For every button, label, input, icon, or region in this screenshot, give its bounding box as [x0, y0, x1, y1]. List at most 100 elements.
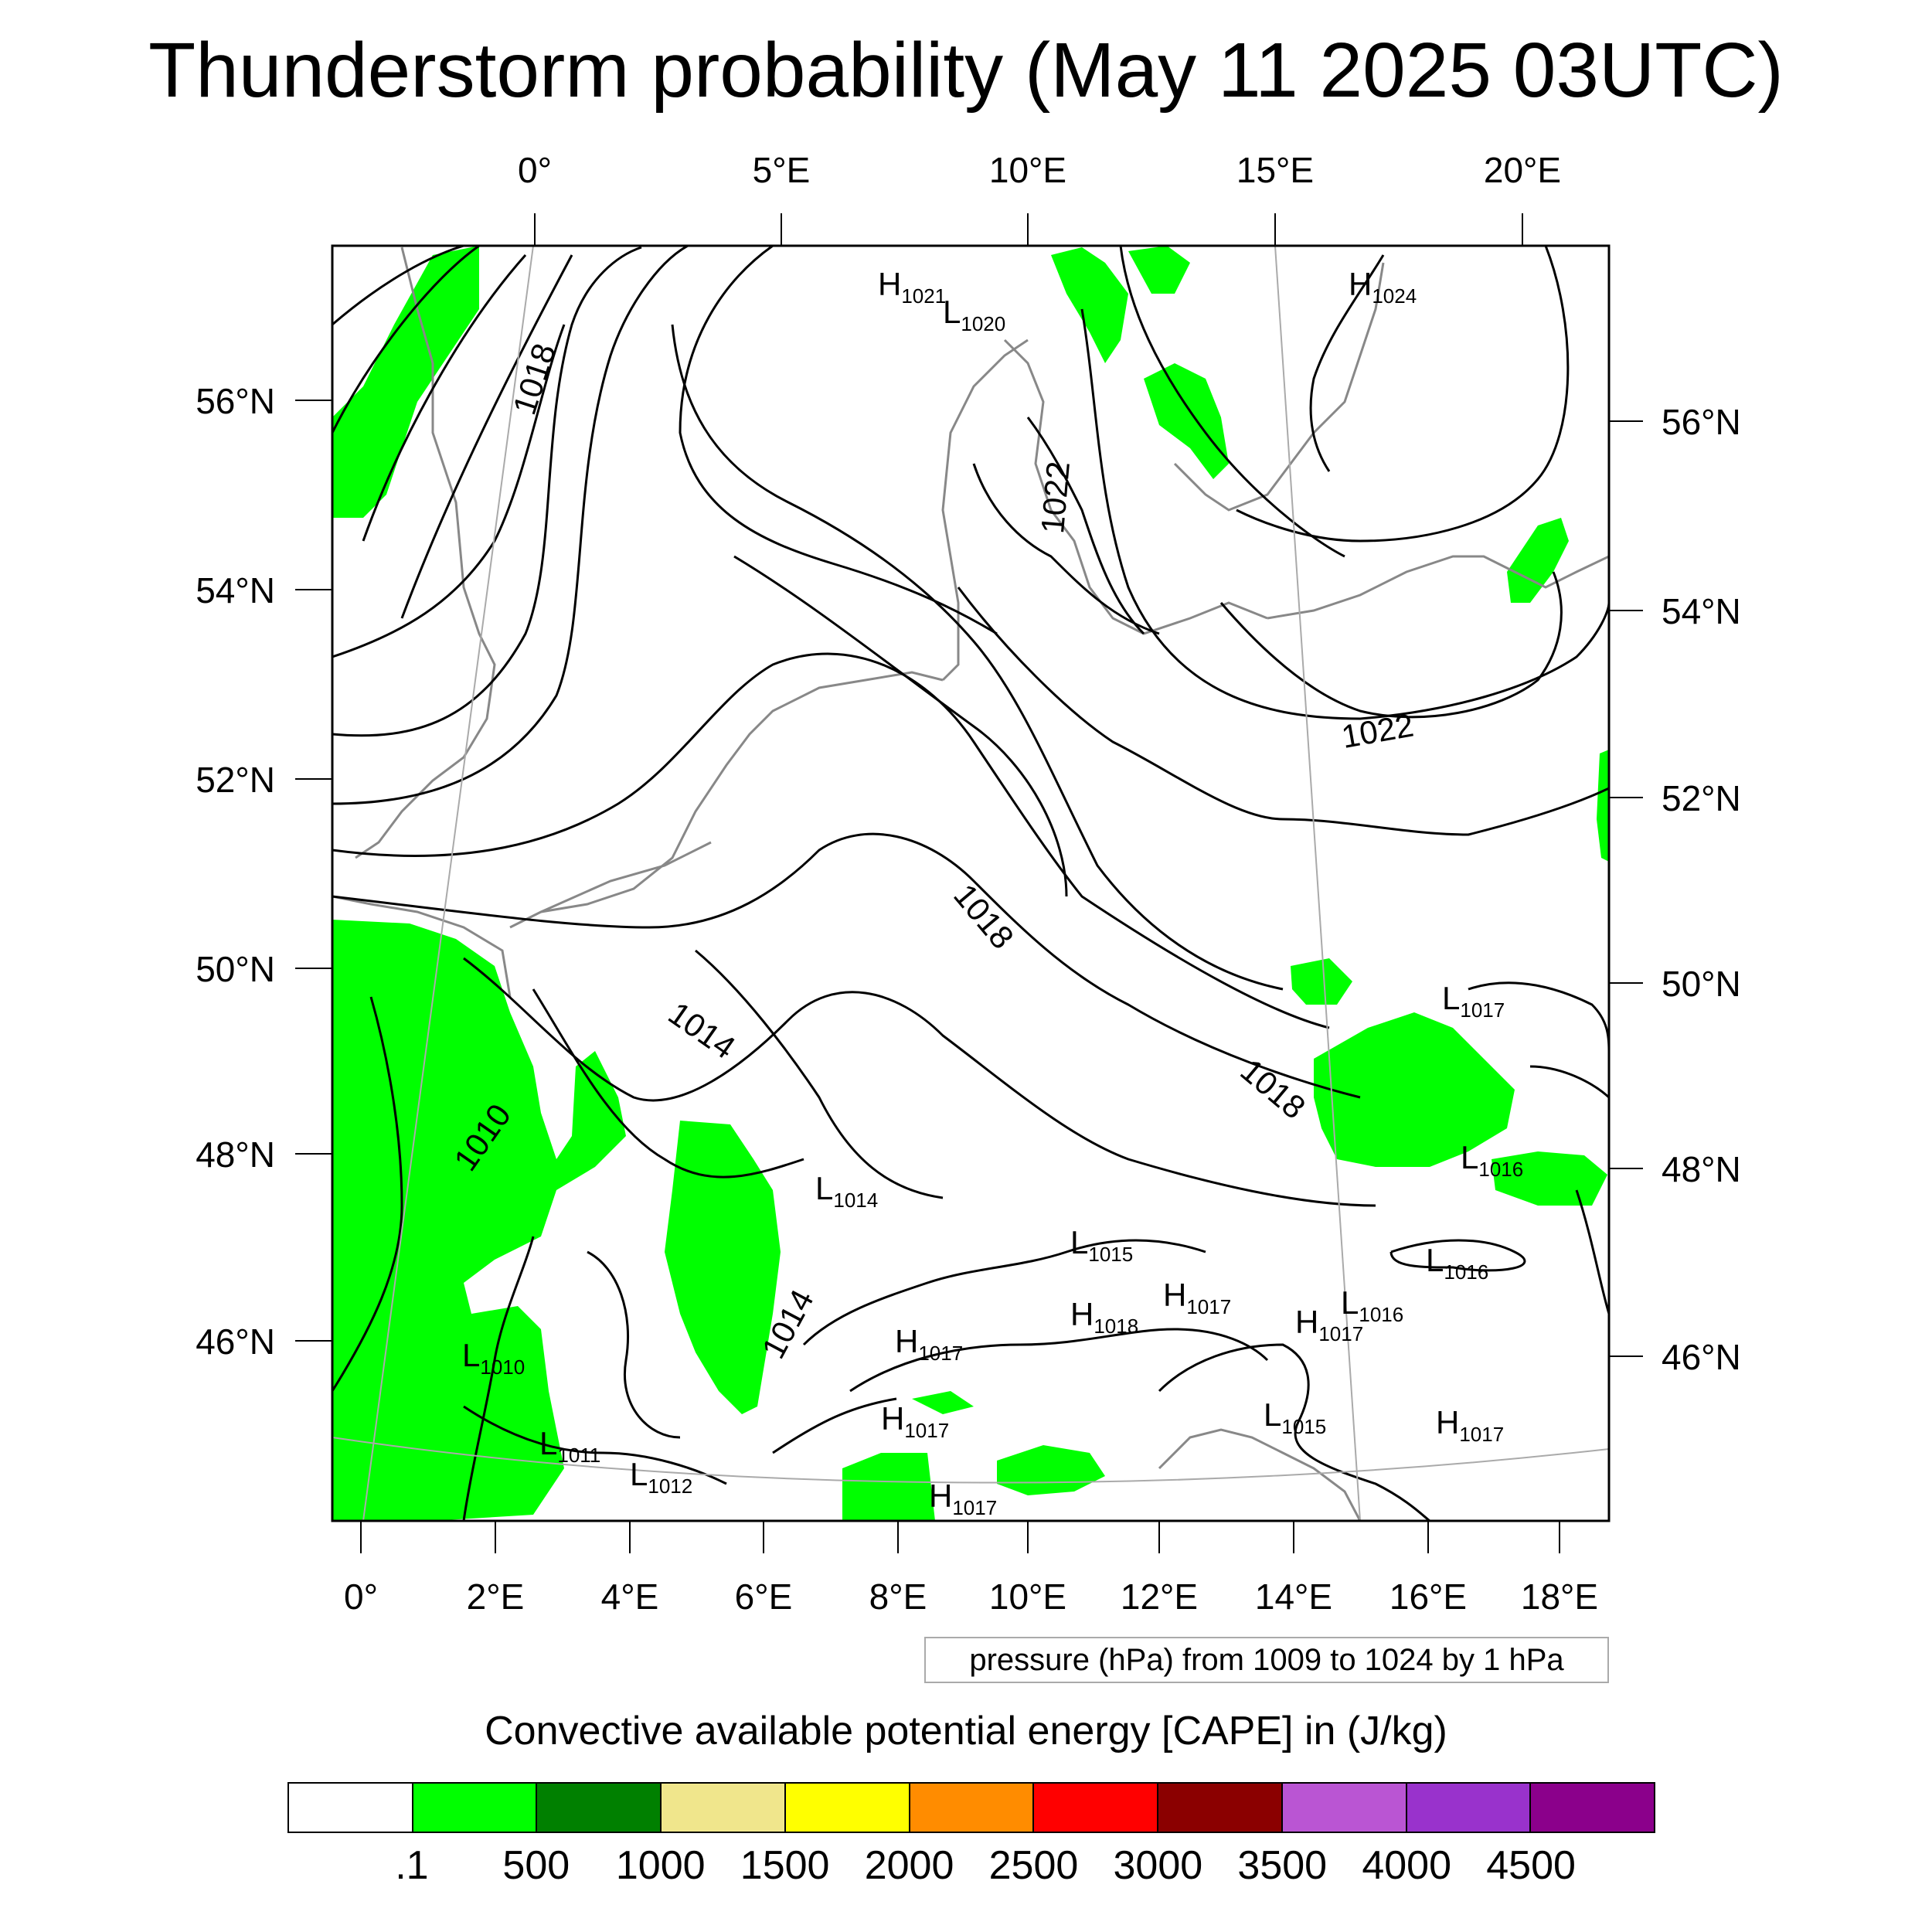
pressure-center: L1012 — [630, 1456, 692, 1498]
bottom-lon-labels: 0° 2°E 4°E 6°E 8°E 10°E 12°E 14°E 16°E 1… — [344, 1577, 1598, 1617]
pressure-center: H1017 — [929, 1478, 997, 1519]
pressure-center: L1016 — [1461, 1139, 1523, 1181]
isobar-16 — [957, 587, 1609, 836]
bottom-lon-label: 6°E — [735, 1577, 793, 1617]
contour-label: 1018 — [1233, 1052, 1312, 1126]
coastline-britain — [355, 247, 496, 859]
center-value: 1017 — [1186, 1295, 1231, 1318]
colorbar-swatch — [662, 1784, 786, 1832]
coastline-lowcountries — [509, 671, 944, 929]
center-letter: L — [1426, 1242, 1444, 1278]
center-letter: H — [1295, 1304, 1318, 1340]
isobar-30 — [772, 1397, 897, 1454]
pressure-center: L1010 — [462, 1337, 525, 1379]
colorbar-swatch — [1158, 1784, 1283, 1832]
isobar-2 — [332, 246, 480, 434]
bottom-lon-label: 10°E — [989, 1577, 1066, 1617]
pressure-center: L1016 — [1341, 1284, 1403, 1326]
center-value: 1021 — [901, 284, 946, 308]
colorbar-swatch — [537, 1784, 662, 1832]
isobar-35 — [462, 1236, 535, 1521]
center-letter: H — [895, 1323, 918, 1359]
cape-area-west — [332, 920, 626, 1521]
center-value: 1016 — [1359, 1303, 1403, 1326]
pressure-center: H1017 — [895, 1323, 963, 1365]
cape-area-east-large — [1314, 1012, 1515, 1167]
left-lat-label: 56°N — [196, 381, 275, 421]
isobar-4 — [400, 254, 573, 619]
cape-area-south-1 — [997, 1445, 1105, 1495]
isobar-15 — [679, 246, 998, 635]
coastline-channel — [332, 895, 512, 998]
pressure-center: L1016 — [1426, 1242, 1488, 1284]
colorbar-swatch — [910, 1784, 1035, 1832]
center-value: 1017 — [918, 1342, 963, 1365]
center-letter: L — [943, 294, 961, 330]
grid-prime-meridian — [362, 246, 534, 1521]
right-lat-label: 46°N — [1662, 1337, 1741, 1377]
isobar-3 — [362, 254, 527, 542]
isobar-31 — [1158, 1343, 1430, 1521]
center-letter: L — [1442, 980, 1460, 1016]
cape-area-poland — [1507, 518, 1569, 603]
isobar-28 — [802, 1239, 1206, 1346]
pressure-center: L1015 — [1070, 1224, 1133, 1266]
colorbar-title: Convective available potential energy [C… — [485, 1709, 1447, 1753]
isobar-12 — [695, 949, 944, 1199]
right-lat-label: 48°N — [1662, 1149, 1741, 1189]
center-value: 1017 — [1318, 1322, 1363, 1345]
pressure-center: L1015 — [1264, 1396, 1326, 1438]
center-value: 1015 — [1281, 1415, 1326, 1438]
center-letter: H — [878, 266, 901, 302]
grid-45n-parallel — [332, 1437, 1609, 1484]
pressure-center: H1018 — [1070, 1296, 1138, 1338]
isobar-24 — [1468, 981, 1609, 1052]
pressure-center: L1011 — [539, 1425, 600, 1467]
grid-lines — [332, 246, 1609, 1521]
isobar-13 — [733, 555, 1068, 897]
center-value: 1018 — [1094, 1315, 1138, 1338]
center-letter: L — [1070, 1224, 1088, 1260]
left-lat-label: 50°N — [196, 949, 275, 989]
top-lon-label: 20°E — [1484, 150, 1561, 190]
colorbar-label: .1 — [395, 1843, 429, 1888]
right-lat-label: 56°N — [1662, 402, 1741, 442]
grid-15e-meridian — [1274, 246, 1361, 1521]
contour-info-box: pressure (hPa) from 1009 to 1024 by 1 hP… — [924, 1637, 1609, 1683]
top-lon-label: 10°E — [989, 150, 1066, 190]
pressure-centers: H1021 L1020 H1024 L1017 L1016 L1014 L101… — [462, 266, 1523, 1519]
center-value: 1015 — [1088, 1243, 1133, 1266]
top-lon-label: 0° — [518, 150, 552, 190]
pressure-center: L1017 — [1442, 980, 1505, 1022]
bottom-lon-label: 12°E — [1121, 1577, 1198, 1617]
isobar-19 — [1080, 308, 1609, 720]
isobar-29 — [849, 1328, 1269, 1393]
isobar-22 — [1309, 254, 1385, 472]
isobar-25 — [1529, 1065, 1609, 1099]
top-ticks — [534, 213, 1523, 246]
left-lat-label: 52°N — [196, 760, 275, 800]
bottom-lon-label: 8°E — [869, 1577, 927, 1617]
cape-area-scandinavia-2 — [1128, 246, 1190, 294]
cape-area-south-2 — [842, 1453, 935, 1521]
colorbar-label: 1000 — [615, 1843, 706, 1888]
colorbar-swatch — [1531, 1784, 1655, 1832]
colorbar-label: 2000 — [864, 1843, 954, 1888]
center-letter: H — [929, 1478, 952, 1514]
bottom-ticks — [360, 1521, 1560, 1553]
center-letter: L — [630, 1456, 648, 1492]
center-letter: L — [815, 1170, 833, 1206]
center-value: 1016 — [1444, 1260, 1488, 1284]
isobar-32 — [463, 1405, 727, 1485]
colorbar-label: 4000 — [1362, 1843, 1452, 1888]
isobar-6 — [332, 246, 642, 737]
coastlines — [332, 247, 1609, 1521]
center-letter: H — [1349, 266, 1372, 302]
colorbar-swatch — [1034, 1784, 1159, 1832]
colorbar-labels: .1 500 1000 1500 2000 2500 3000 3500 4000 4500 — [0, 1842, 1932, 1889]
coastline-denmark — [1003, 338, 1268, 635]
contour-label: 1022 — [1338, 706, 1416, 755]
colorbar-swatch — [785, 1784, 910, 1832]
isobar-33 — [587, 1250, 681, 1439]
